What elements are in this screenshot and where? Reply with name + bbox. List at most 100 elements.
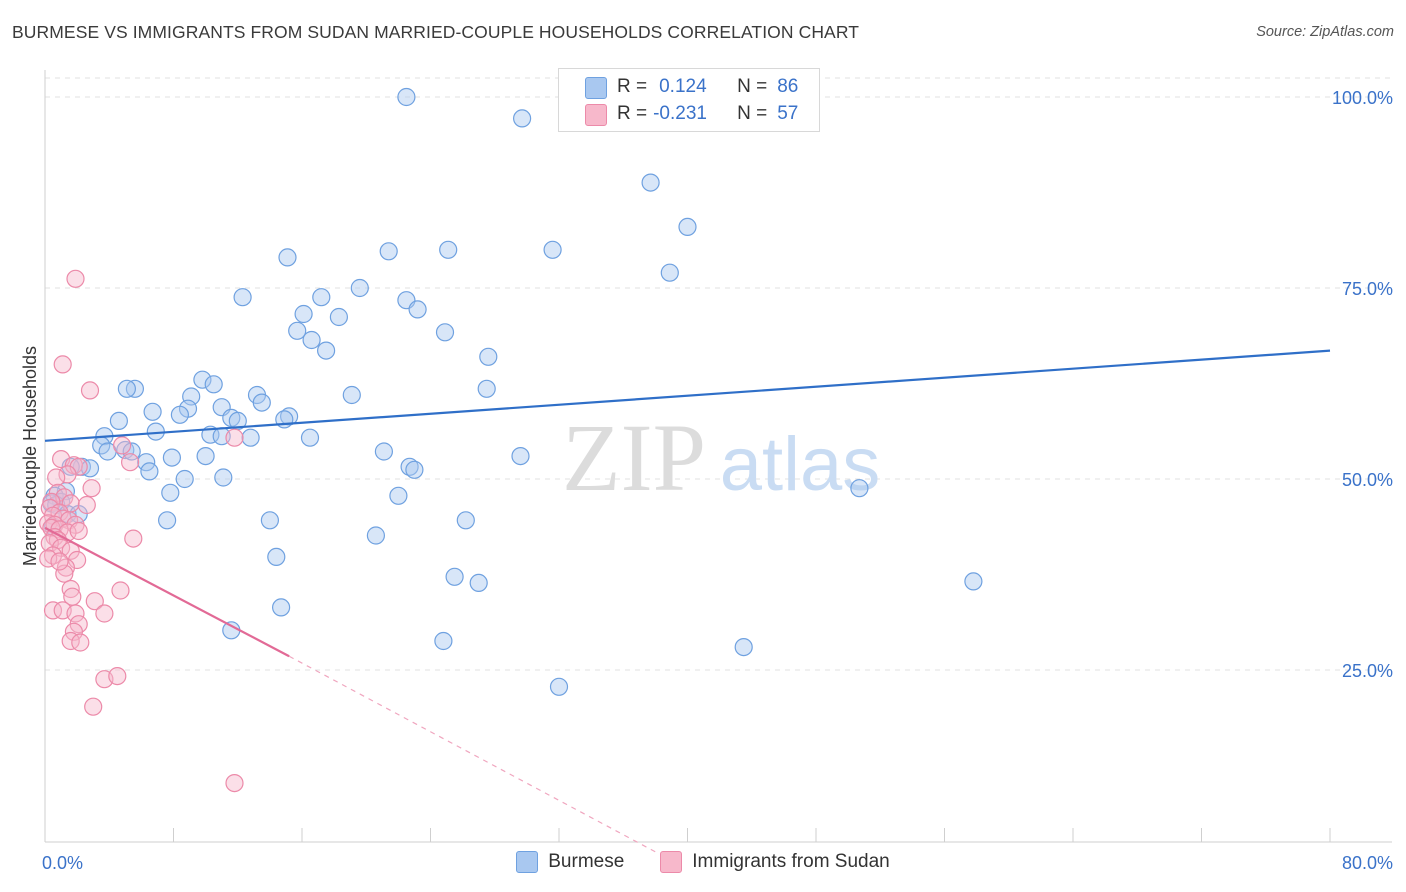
point-burmese xyxy=(214,468,233,487)
point-burmese xyxy=(140,462,159,481)
stats-n-value: 57 xyxy=(777,103,799,124)
y-tick-label: 50.0% xyxy=(1342,470,1393,490)
point-sudan xyxy=(95,604,114,623)
point-sudan xyxy=(50,552,69,571)
point-sudan xyxy=(225,428,244,447)
point-burmese xyxy=(288,321,307,340)
point-burmese xyxy=(469,573,488,593)
point-sudan xyxy=(47,468,66,487)
y-tick-label: 100.0% xyxy=(1332,88,1393,108)
point-sudan xyxy=(77,495,96,515)
point-burmese xyxy=(280,407,299,426)
point-sudan xyxy=(112,436,132,455)
axes xyxy=(44,70,1392,843)
trend-line-sudan xyxy=(44,526,290,658)
point-burmese xyxy=(379,242,398,261)
stats-row-burmese: R = 0.124 N = 86 xyxy=(585,74,798,100)
grid-lines xyxy=(45,77,1392,671)
point-burmese xyxy=(260,511,279,530)
series-burmese xyxy=(42,87,983,696)
stats-n-label: N = xyxy=(737,103,768,124)
point-sudan xyxy=(84,697,103,716)
chart-legend: Burmese Immigrants from Sudan xyxy=(0,851,1406,873)
point-sudan xyxy=(58,465,77,484)
point-sudan xyxy=(82,479,101,498)
data-points xyxy=(39,87,983,793)
legend-item-sudan[interactable]: Immigrants from Sudan xyxy=(660,851,890,873)
x-tick-label: 0.0% xyxy=(42,853,83,873)
stats-r-value: 0.124 xyxy=(659,76,707,97)
point-burmese xyxy=(161,483,180,502)
point-burmese xyxy=(302,330,321,350)
point-sudan xyxy=(225,773,244,793)
point-burmese xyxy=(445,567,464,586)
point-sudan xyxy=(108,666,127,686)
point-burmese xyxy=(678,217,697,236)
x-tick-label: 80.0% xyxy=(1342,853,1393,873)
point-burmese xyxy=(193,370,212,389)
point-burmese xyxy=(511,447,530,466)
point-burmese xyxy=(267,547,286,567)
legend-label-sudan: Immigrants from Sudan xyxy=(692,851,890,872)
stats-r-label: R = xyxy=(617,103,648,124)
point-burmese xyxy=(400,457,419,476)
trend-lines xyxy=(44,349,1331,853)
point-burmese xyxy=(350,278,369,298)
point-burmese xyxy=(366,526,385,545)
point-burmese xyxy=(222,621,241,640)
point-burmese xyxy=(405,460,424,479)
point-sudan xyxy=(61,579,80,599)
chart-title: BURMESE VS IMMIGRANTS FROM SUDAN MARRIED… xyxy=(12,22,860,42)
y-tick-label: 75.0% xyxy=(1342,279,1393,299)
source-credit: Source: ZipAtlas.com xyxy=(1256,24,1394,40)
point-burmese xyxy=(196,447,215,466)
stats-r-value: -0.231 xyxy=(653,103,707,124)
point-sudan xyxy=(53,355,72,374)
point-burmese xyxy=(512,109,532,128)
y-tick-label: 25.0% xyxy=(1342,661,1393,681)
point-burmese xyxy=(389,486,408,505)
legend-label-burmese: Burmese xyxy=(548,851,625,872)
point-burmese xyxy=(158,511,177,530)
point-burmese xyxy=(434,631,453,651)
point-burmese xyxy=(294,304,313,324)
stats-r-label: R = xyxy=(617,76,648,97)
point-burmese xyxy=(117,379,137,398)
watermark: ZIP atlas xyxy=(562,404,880,511)
point-burmese xyxy=(109,411,129,430)
legend-swatch-sudan xyxy=(660,851,683,873)
y-axis-label: Married-couple Households xyxy=(20,346,40,566)
point-sudan xyxy=(80,381,100,400)
point-burmese xyxy=(439,240,458,259)
point-burmese xyxy=(162,448,181,467)
trend-line-sudan-extrapolated xyxy=(288,655,656,853)
point-sudan xyxy=(111,581,130,600)
point-burmese xyxy=(641,173,660,192)
point-sudan xyxy=(39,549,58,568)
point-sudan xyxy=(43,601,63,620)
point-burmese xyxy=(317,341,336,360)
point-burmese xyxy=(435,323,455,342)
point-burmese xyxy=(241,428,260,447)
point-burmese xyxy=(543,240,562,259)
point-sudan xyxy=(85,592,104,611)
stats-legend-box: R = 0.124 N = 86 R = -0.231 N = 57 xyxy=(558,68,820,132)
legend-item-burmese[interactable]: Burmese xyxy=(516,851,624,873)
stats-n-value: 86 xyxy=(777,76,799,97)
point-sudan xyxy=(66,269,85,288)
series-sudan xyxy=(39,269,244,793)
point-burmese xyxy=(549,677,569,696)
legend-swatch-burmese xyxy=(516,851,539,873)
point-burmese xyxy=(660,263,679,282)
watermark-atlas: atlas xyxy=(720,422,881,507)
point-burmese xyxy=(964,572,983,591)
point-sudan xyxy=(124,529,143,548)
watermark-zip: ZIP xyxy=(562,404,706,511)
point-burmese xyxy=(456,511,475,530)
stats-n-label: N = xyxy=(737,76,768,97)
point-burmese xyxy=(342,385,361,405)
point-burmese xyxy=(329,307,348,327)
point-burmese xyxy=(143,402,162,421)
tick-labels: 25.0% 50.0% 75.0% 100.0% 0.0% 80.0% xyxy=(42,88,1393,873)
